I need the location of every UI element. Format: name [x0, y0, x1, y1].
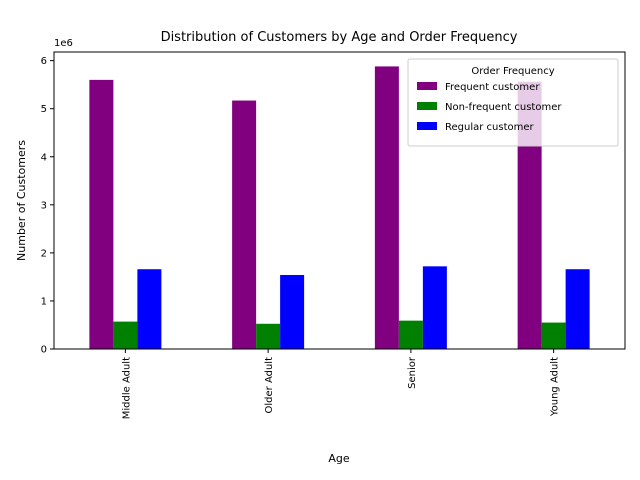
x-axis-label: Age — [328, 452, 350, 465]
bar-non-frequent-customer-senior — [398, 320, 423, 349]
y-axis-label: Number of Customers — [15, 140, 28, 261]
y-axis-ticks: 0 1 2 3 4 5 6 — [41, 56, 54, 356]
x-axis-ticks: Middle Adult Older Adult Senior Young Adult — [121, 349, 561, 419]
x-tick-label: Senior — [407, 356, 418, 389]
bar-regular-customer-older-adult — [280, 274, 305, 349]
bar-non-frequent-customer-middle-adult — [113, 321, 138, 349]
y-offset-label: 1e6 — [54, 38, 73, 49]
y-tick-label: 1 — [41, 296, 47, 307]
y-tick-label: 0 — [41, 345, 47, 356]
bar-regular-customer-young-adult — [565, 269, 590, 349]
x-tick-label: Young Adult — [550, 357, 561, 417]
y-tick-label: 4 — [41, 152, 47, 163]
bar-regular-customer-senior — [422, 266, 447, 349]
legend-swatch-non-frequent-customer — [417, 102, 437, 110]
y-tick-label: 6 — [41, 56, 47, 67]
legend-box — [407, 58, 619, 147]
bar-frequent-customer-senior — [374, 66, 399, 349]
bar-frequent-customer-older-adult — [232, 100, 257, 349]
legend: Order Frequency Frequent customer Non-freq… — [407, 58, 619, 147]
bar-regular-customer-middle-adult — [137, 269, 162, 349]
y-tick-label: 2 — [41, 248, 47, 259]
x-tick-label: Middle Adult — [121, 357, 132, 419]
plot-frame — [53, 51, 626, 350]
legend-label-frequent-customer: Frequent customer — [445, 82, 540, 93]
y-tick-label: 3 — [41, 200, 47, 211]
bars-group — [89, 66, 590, 350]
legend-label-regular-customer: Regular customer — [445, 122, 535, 133]
legend-swatch-frequent-customer — [417, 82, 437, 90]
bar-non-frequent-customer-older-adult — [256, 323, 281, 349]
y-tick-label: 5 — [41, 104, 47, 115]
chart-title: Distribution of Customers by Age and Ord… — [161, 30, 518, 45]
x-tick-label: Older Adult — [264, 357, 275, 414]
bar-non-frequent-customer-young-adult — [541, 322, 566, 349]
legend-label-non-frequent-customer: Non-frequent customer — [445, 102, 562, 113]
bar-frequent-customer-middle-adult — [89, 79, 114, 350]
legend-swatch-regular-customer — [417, 122, 437, 130]
legend-title: Order Frequency — [471, 66, 554, 77]
